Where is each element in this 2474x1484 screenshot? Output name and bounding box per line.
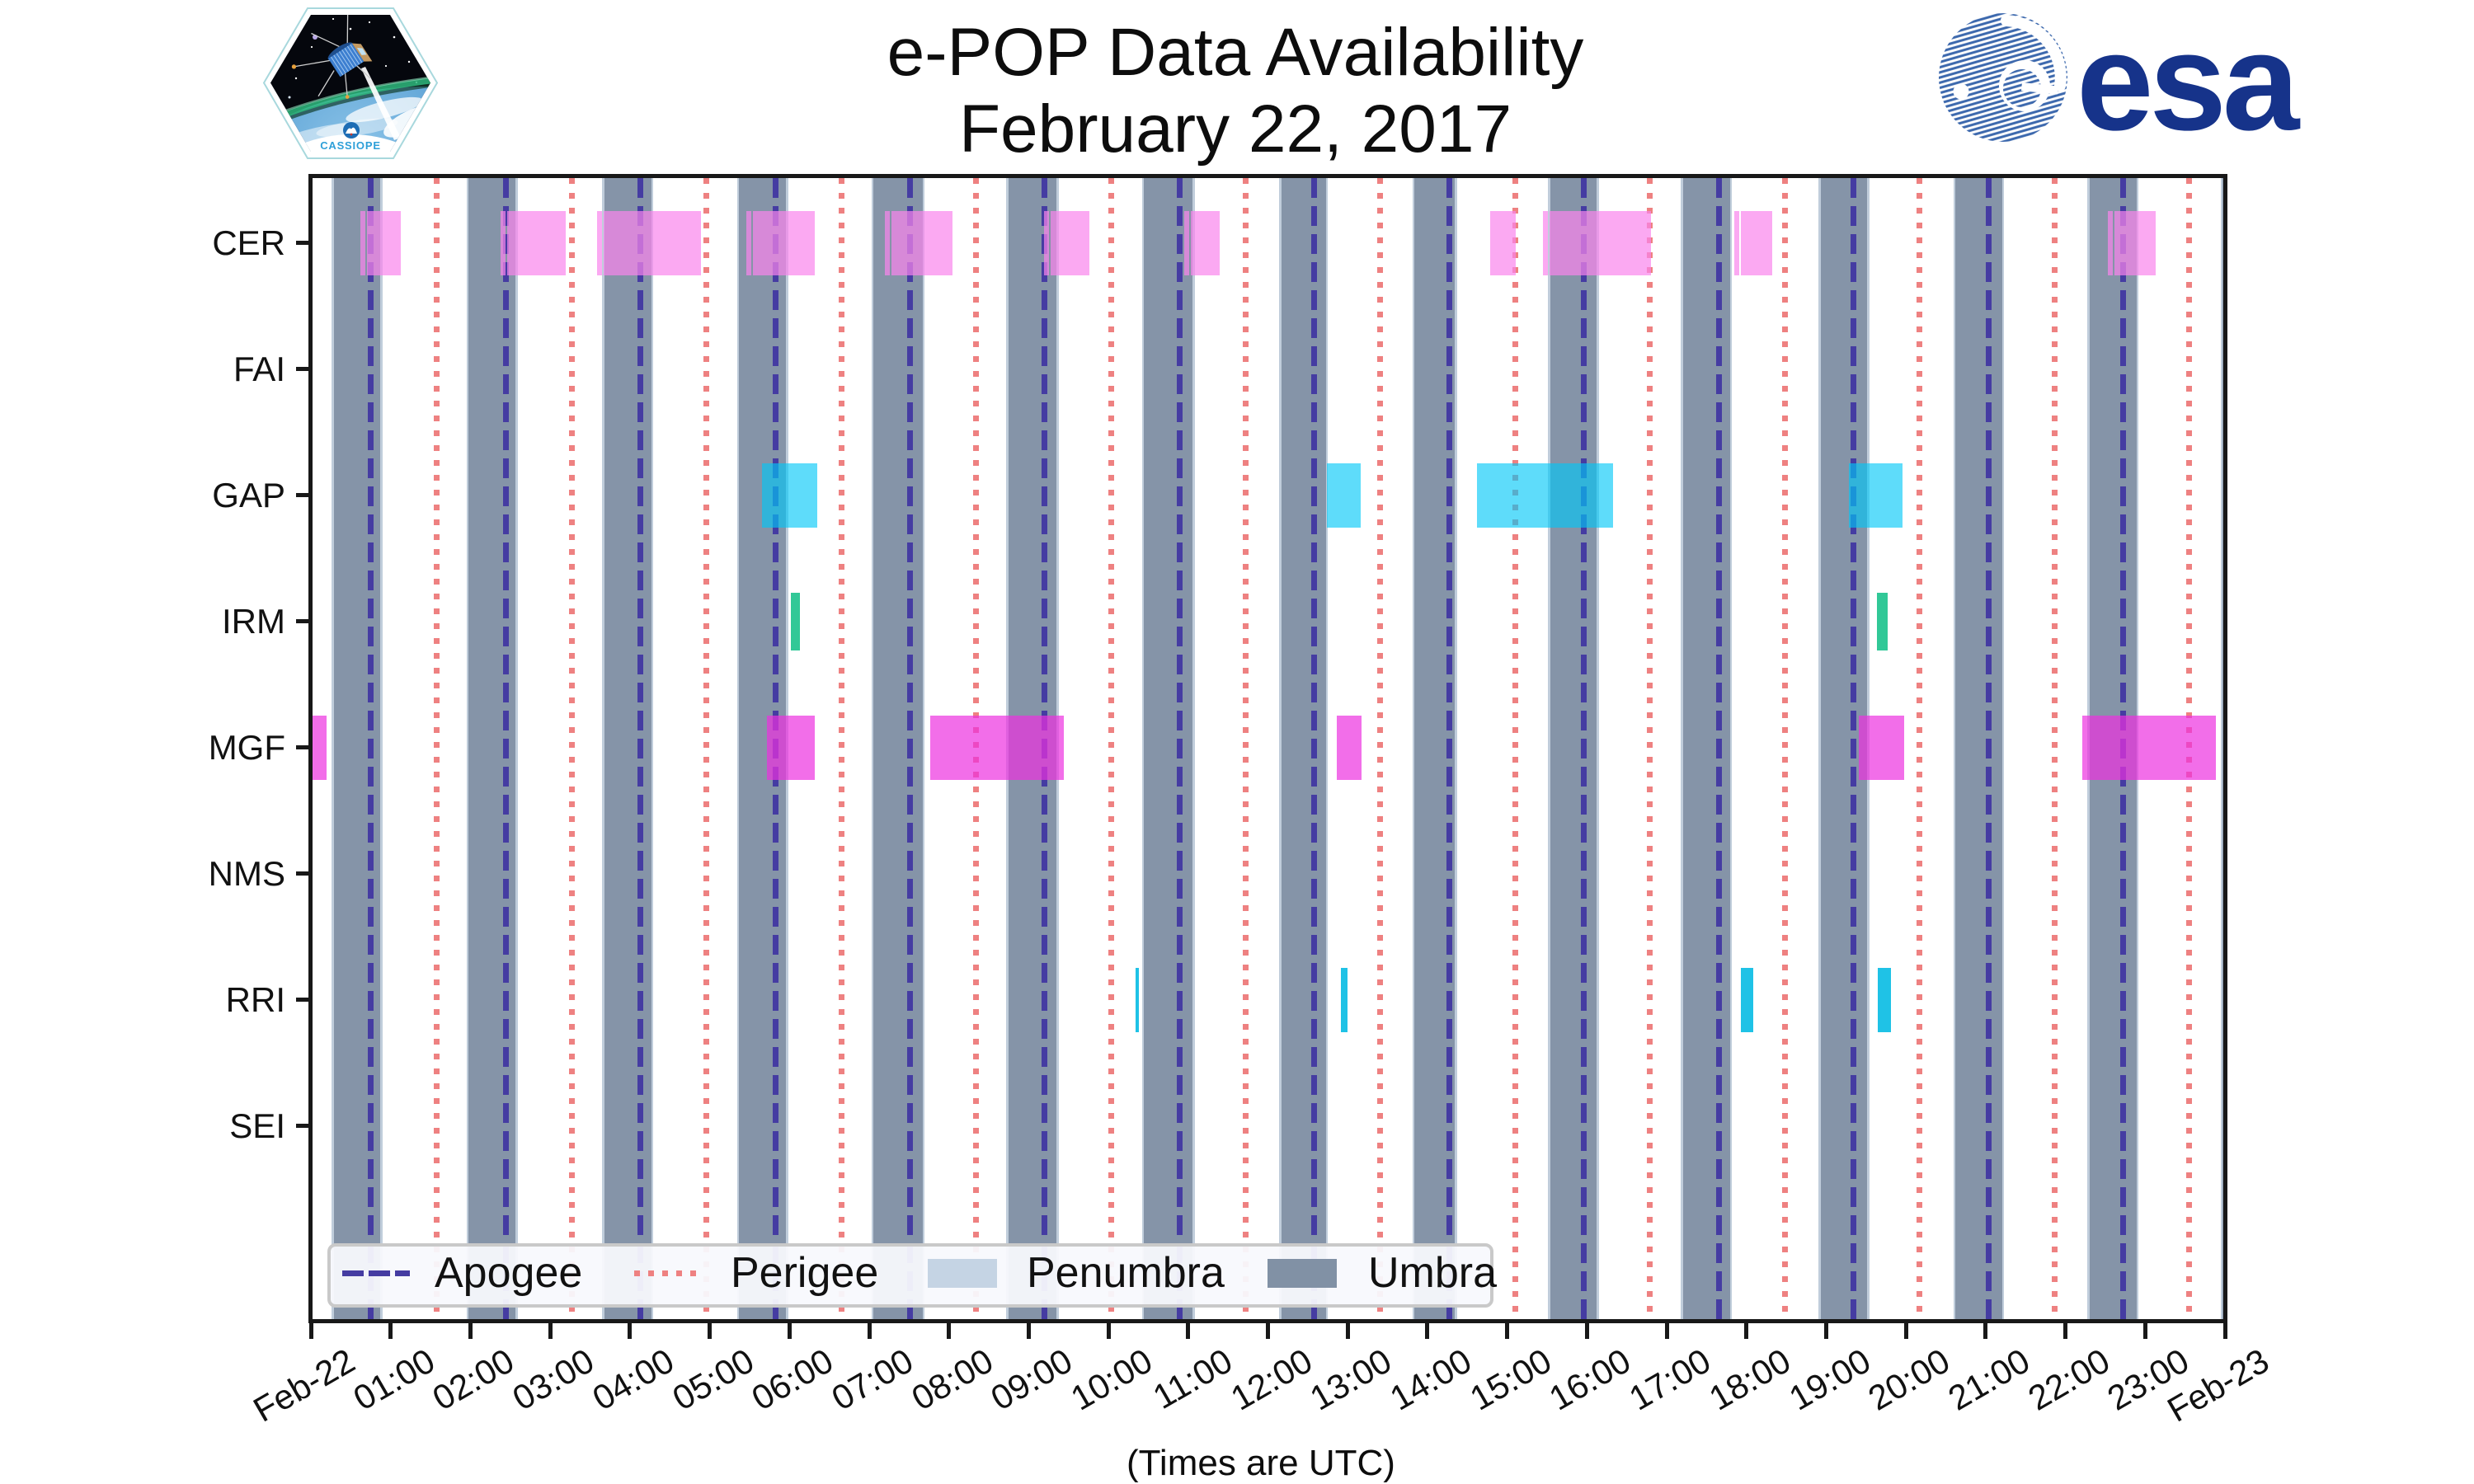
svg-text:esa: esa	[2077, 13, 2301, 149]
svg-text:CASSIOPE: CASSIOPE	[320, 139, 381, 152]
